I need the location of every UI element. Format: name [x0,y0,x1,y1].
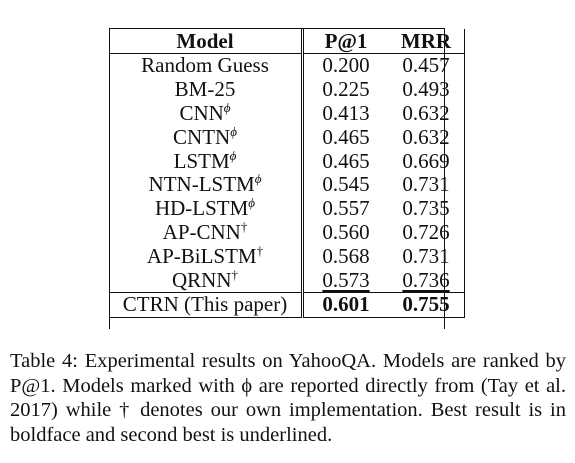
phi-marker: ϕ [254,171,262,187]
mrr-cell: 0.736 [388,267,465,293]
model-name: BM-25 [174,77,236,102]
phi-marker: ϕ [229,147,237,163]
model-cell: CTRN (This paper) [109,291,304,318]
mrr-cell: 0.735 [388,196,465,221]
model-name: AP-BiLSTM [146,243,257,268]
mrr-cell: 0.632 [388,125,465,150]
table-row: HD-LSTMϕ 0.557 0.735 [109,195,465,221]
p1-cell: 0.557 [322,196,370,221]
table-row-ours: CTRN (This paper) 0.601 0.755 [109,291,465,318]
table-caption: Table 4: Experimental results on YahooQA… [10,350,566,446]
model-name: NTN-LSTM [148,172,255,197]
phi-marker: ϕ [223,99,231,115]
model-cell: BM-25 [109,77,304,102]
model-name: Random Guess [141,53,269,78]
mrr-cell: 0.731 [388,172,465,197]
table-row: NTN-LSTMϕ 0.545 0.731 [109,171,465,197]
header-mrr: MRR [388,29,465,54]
model-cell: CNNϕ [109,99,304,126]
phi-marker: ϕ [230,123,237,139]
best-p1: 0.601 [302,291,388,318]
second-best-mrr: 0.736 [402,267,450,292]
model-name: HD-LSTM [154,196,249,221]
model-cell: CNTNϕ [109,123,304,150]
model-name: AP-CNN [162,219,241,244]
table-header-row: Model P@1 MRR [109,29,465,54]
model-name: CNTN [173,124,231,149]
second-best-p1: 0.573 [322,267,370,292]
best-mrr: 0.755 [388,291,465,318]
mrr-cell: 0.726 [388,220,465,245]
p1-cell: 0.225 [322,77,370,102]
header-p-at-1: P@1 [302,29,388,54]
p1-cell: 0.573 [303,268,389,292]
model-cell: NTN-LSTMϕ [109,171,304,197]
mrr-cell: 0.493 [388,77,465,102]
model-cell: LSTMϕ [109,147,304,173]
p1-cell: 0.413 [322,100,370,125]
mrr-cell: 0.731 [388,244,465,269]
table-row: CNTNϕ 0.465 0.632 [109,123,465,150]
table-row: QRNN† 0.573 0.736 [109,266,465,293]
model-name: CTRN (This paper) [122,292,288,317]
p1-cell: 0.568 [322,243,370,268]
model-cell: QRNN† [109,266,304,293]
mrr-cell: 0.457 [388,53,465,78]
table-row: Random Guess 0.200 0.457 [109,53,465,78]
model-cell: AP-CNN† [109,218,304,245]
table-row: AP-CNN† 0.560 0.726 [109,218,465,245]
dagger-marker: † [231,266,239,282]
table-row: CNNϕ 0.413 0.632 [109,99,465,126]
phi-marker: ϕ [248,195,256,211]
dagger-marker: † [256,242,264,258]
p1-cell: 0.200 [322,53,370,78]
p1-cell: 0.560 [322,219,370,244]
results-table: Model P@1 MRR Random Guess 0.200 0.457 B… [109,29,465,318]
p1-cell: 0.465 [322,124,370,149]
model-cell: AP-BiLSTM† [109,242,304,269]
model-name: QRNN [171,267,232,292]
dagger-marker: † [240,218,248,234]
model-name: CNN [179,100,224,125]
table-row: BM-25 0.225 0.493 [109,77,465,102]
model-cell: HD-LSTMϕ [109,195,304,221]
p1-cell: 0.545 [322,172,370,197]
p1-cell: 0.465 [322,148,370,173]
mrr-cell: 0.632 [388,101,465,126]
table-row: AP-BiLSTM† 0.568 0.731 [109,242,465,269]
model-cell: Random Guess [109,53,304,78]
model-name: LSTM [173,148,230,173]
mrr-cell: 0.669 [388,149,465,173]
header-model: Model [109,29,304,54]
table-row: LSTMϕ 0.465 0.669 [109,149,465,173]
